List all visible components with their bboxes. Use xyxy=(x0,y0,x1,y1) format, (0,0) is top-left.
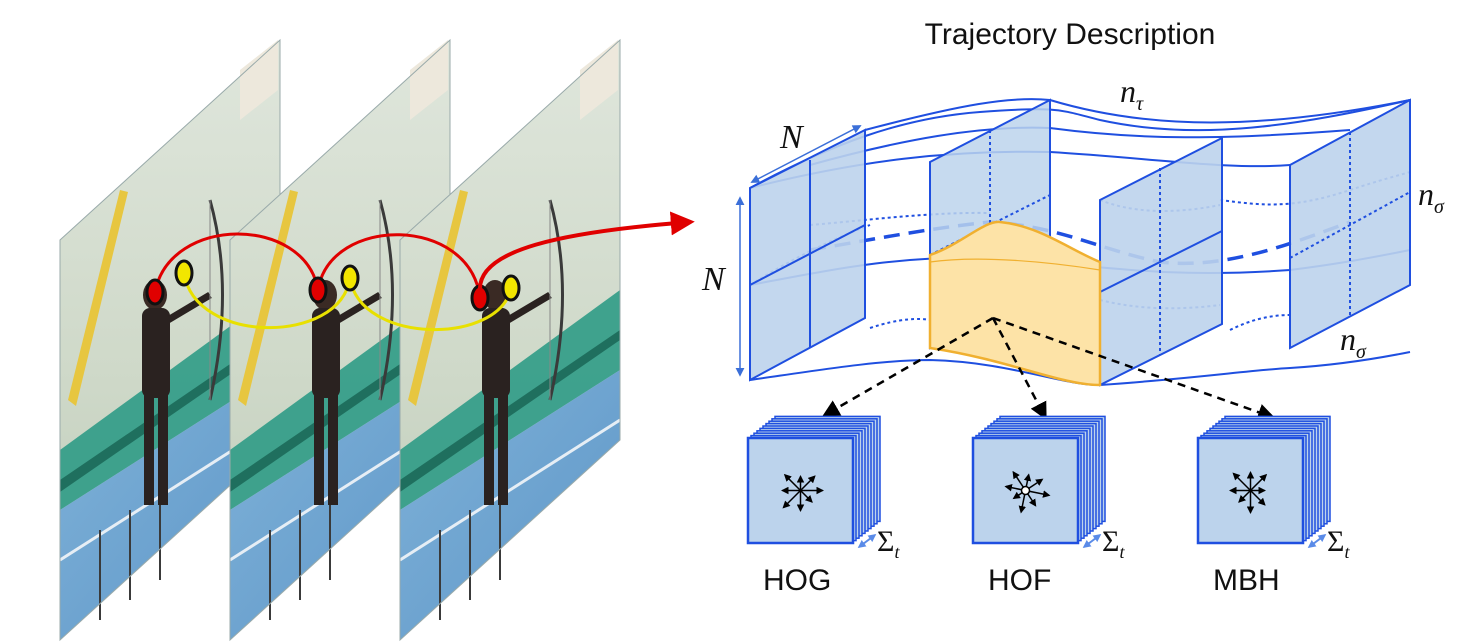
descriptor-label: MBH xyxy=(1213,564,1280,597)
descriptor-stacks: Σt HOG Σt HOF Σt MBH xyxy=(746,415,1350,597)
yellow-point xyxy=(340,264,360,292)
label-n-tau: nτ xyxy=(1120,73,1144,115)
link-arrow xyxy=(477,211,695,291)
label-N-left: N xyxy=(701,261,727,298)
descriptor-hog: Σt HOG xyxy=(746,415,900,597)
n-top-dimension xyxy=(750,125,862,183)
red-point xyxy=(145,278,165,306)
label-N-top: N xyxy=(779,119,805,156)
center-trajectory xyxy=(809,220,1351,266)
orientation-histogram-icon xyxy=(781,473,824,512)
descriptor-mbh: Σt MBH xyxy=(1196,415,1350,597)
descriptor-label: HOF xyxy=(988,564,1051,597)
highlighted-cell xyxy=(928,220,1102,387)
yellow-point xyxy=(501,274,521,302)
diagram-title: Trajectory Description xyxy=(925,18,1216,51)
descriptor-arrows xyxy=(821,316,1276,421)
red-point xyxy=(308,276,328,304)
sigma-t-label: Σt xyxy=(1327,525,1350,562)
descriptor-label: HOG xyxy=(763,564,831,597)
descriptor-hof: Σt HOF xyxy=(971,415,1125,597)
label-n-sigma-right: nσ xyxy=(1418,176,1445,218)
video-frames xyxy=(60,40,695,640)
yellow-point xyxy=(174,259,194,287)
orientation-histogram-icon xyxy=(1004,470,1051,514)
sigma-t-label: Σt xyxy=(877,525,900,562)
sigma-t-label: Σt xyxy=(1102,525,1125,562)
orientation-histogram-icon xyxy=(1229,471,1268,514)
label-n-sigma-bottom: nσ xyxy=(1340,321,1367,363)
frame-3 xyxy=(400,40,620,640)
